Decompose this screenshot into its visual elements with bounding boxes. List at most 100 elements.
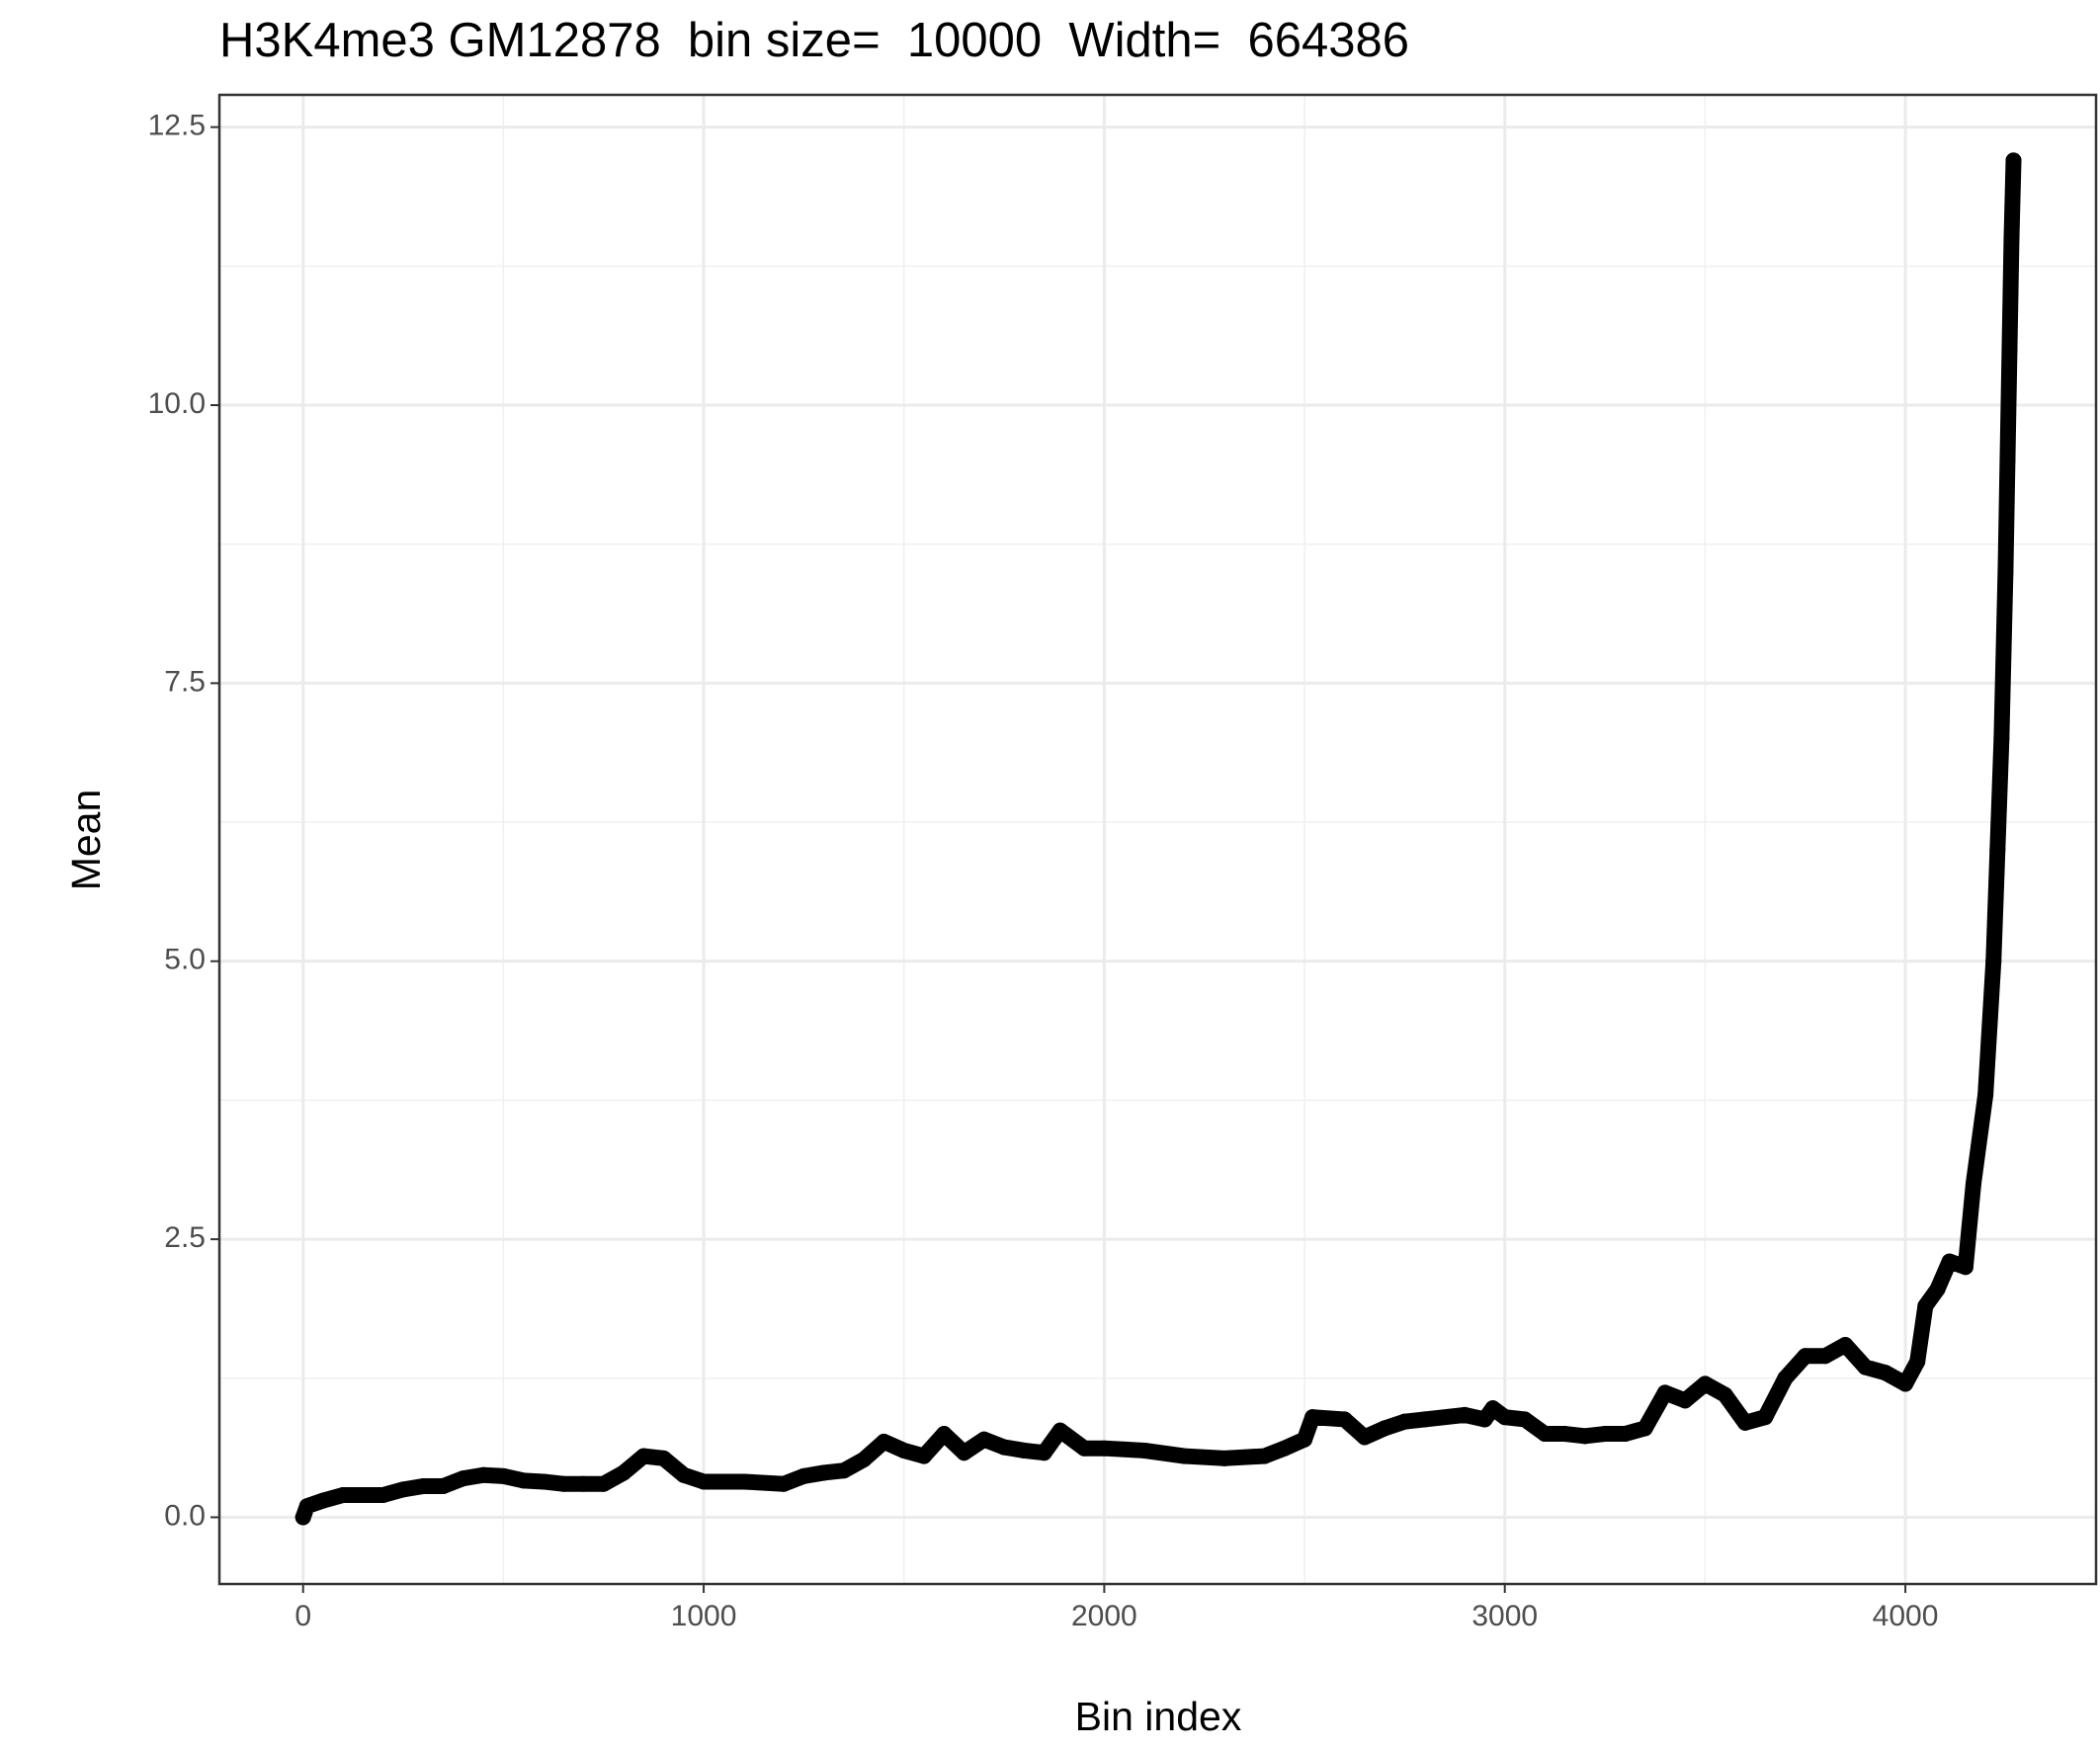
point [895, 1442, 912, 1458]
point [1016, 1442, 1033, 1458]
point [835, 1462, 852, 1479]
point [1556, 1426, 1573, 1443]
point [1416, 1411, 1433, 1428]
point [1336, 1411, 1353, 1428]
point [535, 1473, 551, 1490]
point [1216, 1450, 1232, 1466]
point [2001, 341, 2018, 358]
point [815, 1464, 832, 1481]
point [1537, 1426, 1554, 1443]
point [1656, 1384, 1673, 1401]
point [1837, 1337, 1854, 1354]
point [1036, 1445, 1052, 1461]
point [915, 1448, 932, 1464]
point [936, 1426, 953, 1443]
x-tick-label: 2000 [1071, 1600, 1137, 1632]
point [776, 1475, 793, 1492]
y-tick-label: 0.0 [164, 1499, 206, 1532]
y-axis-title: Mean [63, 790, 109, 891]
point [696, 1473, 713, 1490]
point [375, 1486, 391, 1503]
point [475, 1466, 492, 1483]
point [1496, 1409, 1513, 1426]
point [1977, 1086, 1994, 1103]
point [595, 1475, 612, 1492]
point [635, 1448, 652, 1464]
y-tick-label: 5.0 [164, 944, 206, 976]
point [1176, 1448, 1193, 1464]
point [1736, 1414, 1753, 1431]
point [1076, 1440, 1093, 1457]
point [615, 1464, 631, 1481]
point [515, 1472, 532, 1489]
point [675, 1466, 692, 1483]
chart-title: H3K4me3 GM12878 bin size= 10000 Width= 6… [219, 14, 1409, 67]
y-tick-label: 7.5 [164, 665, 206, 698]
point [1993, 730, 2010, 747]
point [735, 1473, 752, 1490]
x-axis-title: Bin index [1075, 1694, 1242, 1739]
point [1396, 1413, 1413, 1430]
point [298, 1498, 315, 1515]
point [1677, 1392, 1694, 1409]
point [1917, 1297, 1934, 1314]
point [455, 1470, 471, 1487]
point [956, 1445, 972, 1461]
point [655, 1450, 672, 1466]
point [1965, 1175, 1981, 1192]
point [1985, 953, 2002, 969]
point [1304, 1409, 1321, 1426]
point [335, 1486, 352, 1503]
point [796, 1467, 812, 1484]
point [1276, 1440, 1293, 1457]
point [1997, 563, 2014, 580]
x-tick-label: 0 [294, 1600, 311, 1632]
point [1717, 1386, 1733, 1403]
y-tick-label: 10.0 [148, 387, 206, 420]
point [2005, 152, 2022, 169]
point [1877, 1365, 1893, 1381]
point [1989, 842, 2006, 859]
point [1256, 1448, 1273, 1464]
point [1051, 1422, 1068, 1439]
x-tick-label: 1000 [671, 1600, 737, 1632]
point [1476, 1411, 1493, 1428]
point [1909, 1353, 1926, 1370]
x-tick-label: 4000 [1873, 1600, 1939, 1632]
point [1941, 1253, 1958, 1270]
point [575, 1475, 592, 1492]
point [1297, 1431, 1313, 1448]
point [495, 1467, 512, 1484]
point [314, 1492, 331, 1509]
point [1516, 1411, 1533, 1428]
x-tick-label: 3000 [1471, 1600, 1538, 1632]
point [1697, 1375, 1714, 1392]
point [1777, 1370, 1794, 1386]
point [1377, 1420, 1393, 1437]
point [1457, 1406, 1473, 1423]
point [555, 1475, 572, 1492]
point [1597, 1426, 1614, 1443]
point [415, 1477, 432, 1494]
point [1617, 1426, 1634, 1443]
y-tick-label: 2.5 [164, 1221, 206, 1254]
point [1957, 1259, 1974, 1276]
point [1356, 1429, 1373, 1446]
point [975, 1431, 992, 1448]
point [2003, 230, 2020, 247]
point [1484, 1400, 1501, 1417]
point [1816, 1348, 1833, 1365]
point [1576, 1428, 1593, 1445]
point [856, 1451, 873, 1467]
point [1797, 1348, 1813, 1365]
point [435, 1477, 452, 1494]
point [1857, 1359, 1874, 1375]
y-tick-label: 12.5 [148, 110, 206, 142]
point [1999, 453, 2016, 469]
point [1897, 1375, 1914, 1392]
point [1929, 1281, 1946, 1297]
point [876, 1433, 892, 1450]
point [1637, 1420, 1653, 1437]
